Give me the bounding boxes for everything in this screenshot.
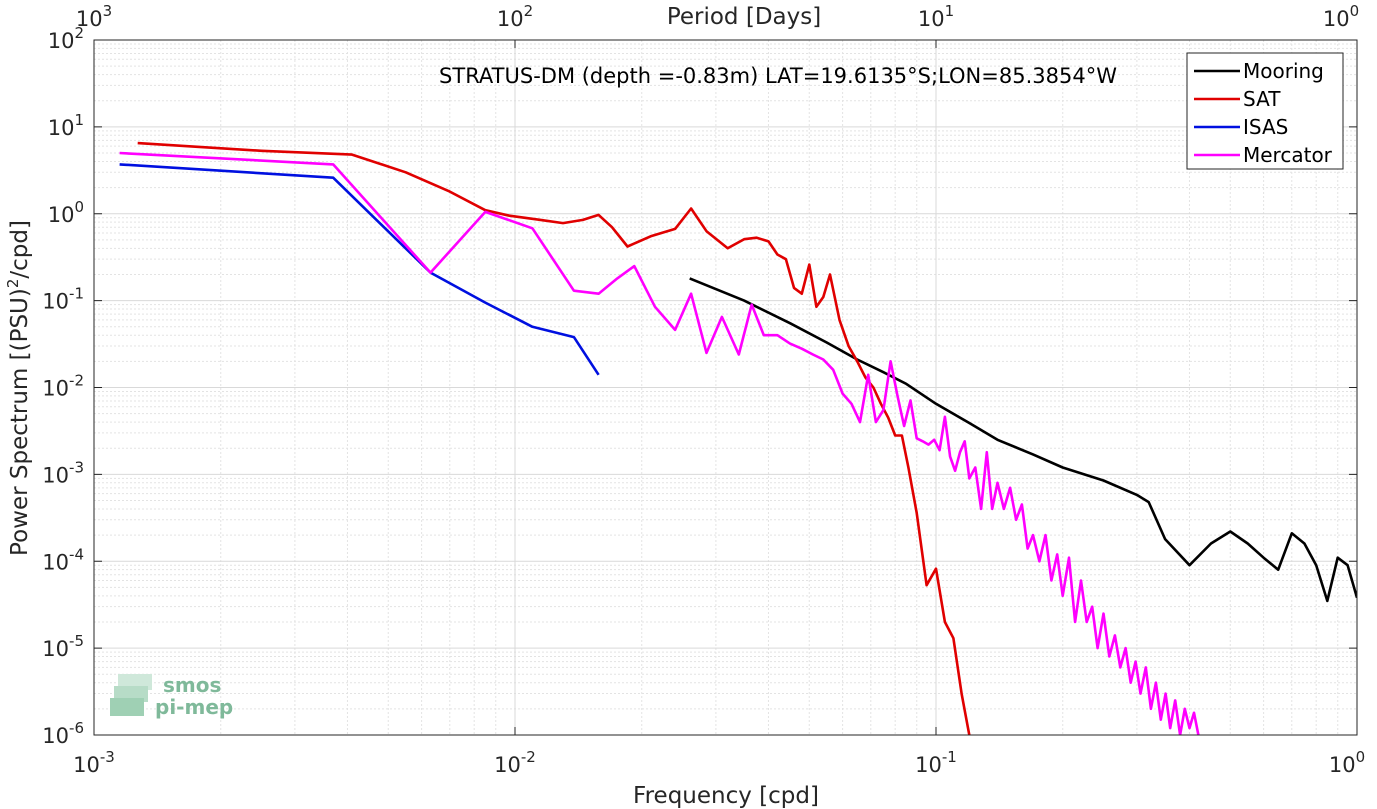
y-tick-label: 10-2 — [42, 372, 84, 401]
top-x-tick-label: 102 — [497, 2, 533, 31]
series-layer — [119, 141, 1357, 735]
tick-marks — [93, 39, 1358, 736]
legend-label-mooring: Mooring — [1243, 59, 1324, 83]
top-x-tick-labels: 103 102 101 100 — [76, 2, 1359, 31]
x-tick-label: 10-2 — [494, 748, 536, 777]
top-x-tick-label: 101 — [918, 2, 954, 31]
y-tick-label: 10-1 — [42, 285, 84, 314]
legend-label-mercator: Mercator — [1243, 143, 1333, 167]
y-axis-label: Power Spectrum [(PSU)2/cpd] — [4, 220, 33, 556]
y-axis-label-main: Power Spectrum [(PSU) — [7, 288, 33, 556]
y-axis-label-end: /cpd] — [7, 220, 33, 279]
series-line-mercator — [119, 151, 1200, 735]
legend-label-isas: ISAS — [1243, 115, 1288, 139]
x-tick-label: 10-1 — [915, 748, 957, 777]
y-tick-label: 10-4 — [42, 545, 84, 574]
series-line-sat — [137, 141, 971, 735]
x-tick-label: 10-3 — [73, 748, 115, 777]
y-tick-label: 100 — [48, 198, 84, 227]
x-tick-label: 100 — [1329, 748, 1365, 777]
x-axis-label: Frequency [cpd] — [633, 783, 819, 809]
logo-text-line1: smos — [163, 673, 221, 697]
y-tick-label: 10-5 — [42, 632, 84, 661]
y-tick-labels: 10-6 10-5 10-4 10-3 10-2 10-1 100 101 102 — [42, 24, 84, 748]
smos-pi-mep-logo: smos pi-mep — [110, 673, 233, 719]
y-tick-label: 10-6 — [42, 719, 84, 748]
logo-text-line2: pi-mep — [155, 695, 233, 719]
y-axis-label-sup: 2 — [4, 279, 22, 289]
series-line-isas — [119, 163, 600, 376]
top-x-tick-label: 100 — [1323, 2, 1359, 31]
station-annotation: STRATUS-DM (depth =-0.83m) LAT=19.6135°S… — [439, 64, 1117, 88]
series-line-mooring — [689, 277, 1357, 603]
y-tick-label: 102 — [48, 24, 84, 53]
top-x-tick-label: 103 — [76, 2, 112, 31]
logo-layer-3 — [110, 698, 144, 716]
top-x-axis-label: Period [Days] — [667, 4, 821, 30]
y-tick-label: 10-3 — [42, 458, 84, 487]
legend: Mooring SAT ISAS Mercator — [1186, 52, 1344, 170]
x-tick-labels: 10-3 10-2 10-1 100 — [73, 748, 1365, 777]
legend-label-sat: SAT — [1243, 87, 1281, 111]
y-tick-label: 101 — [48, 111, 84, 140]
legend-box — [1186, 52, 1344, 170]
